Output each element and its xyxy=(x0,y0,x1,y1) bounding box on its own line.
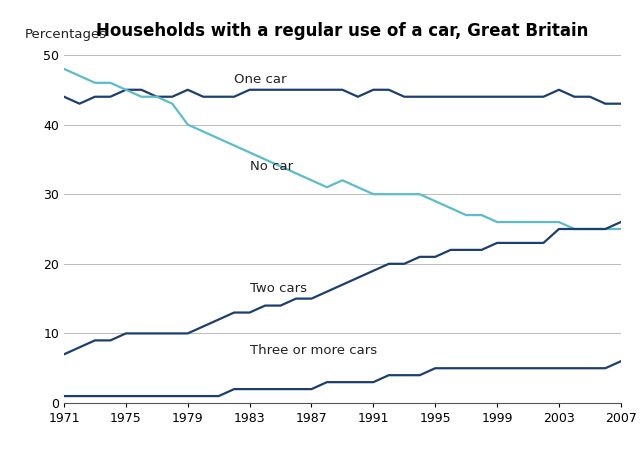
Text: Three or more cars: Three or more cars xyxy=(250,344,377,357)
Text: Two cars: Two cars xyxy=(250,282,307,294)
Text: No car: No car xyxy=(250,160,292,173)
Text: One car: One car xyxy=(234,73,287,86)
Text: Percentages: Percentages xyxy=(25,28,107,41)
Title: Households with a regular use of a car, Great Britain: Households with a regular use of a car, … xyxy=(96,22,589,39)
